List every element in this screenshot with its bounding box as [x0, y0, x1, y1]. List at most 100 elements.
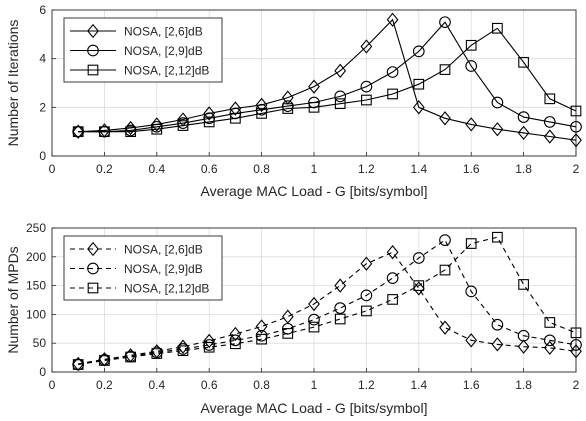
data-point: [308, 313, 320, 326]
data-point: [412, 281, 425, 296]
data-point: [386, 12, 399, 27]
x-tick-label: 1.6: [463, 162, 480, 176]
legend-label: NOSA, [2,6]dB: [124, 25, 203, 39]
x-tick-label: 1.4: [410, 162, 427, 176]
y-tick-label: 4: [39, 52, 46, 66]
series-3: [72, 22, 582, 138]
data-point: [308, 79, 320, 94]
legend-marker: [87, 44, 99, 57]
data-point: [570, 339, 582, 351]
y-tick-label: 0: [39, 365, 46, 379]
data-point: [387, 88, 398, 100]
data-point: [517, 111, 530, 123]
y-tick-label: 100: [26, 307, 46, 321]
data-point: [151, 348, 163, 359]
x-axis-label: Average MAC Load - G [bits/symbol]: [201, 183, 428, 199]
data-point: [203, 341, 215, 353]
x-axis-label: Average MAC Load - G [bits/symbol]: [201, 400, 428, 416]
data-point: [230, 338, 241, 350]
data-point: [544, 317, 556, 328]
y-tick-label: 250: [26, 221, 46, 235]
data-point: [491, 96, 504, 109]
data-point: [308, 321, 320, 333]
data-point: [99, 355, 110, 366]
legend-marker: [87, 64, 99, 76]
x-tick-label: 0.8: [253, 378, 270, 392]
data-point: [412, 100, 425, 115]
data-point: [99, 126, 110, 138]
data-point: [334, 302, 347, 314]
data-point: [125, 126, 136, 138]
data-point: [72, 359, 84, 370]
legend-marker: [87, 282, 99, 294]
data-point: [334, 278, 347, 293]
data-point: [386, 245, 399, 260]
data-point: [151, 123, 163, 135]
x-tick-label: 0: [49, 162, 56, 176]
x-tick-label: 1.8: [515, 162, 532, 176]
data-point: [387, 294, 398, 305]
y-axis-label: Number of MPDs: [5, 246, 21, 353]
data-point: [543, 334, 556, 347]
x-tick-label: 0.4: [148, 162, 165, 176]
legend-label: NOSA, [2,12]dB: [124, 64, 209, 78]
x-tick-label: 2: [573, 378, 580, 392]
data-point: [177, 120, 189, 131]
iterations-chart: 0 0.2 0.4 0.6 0.8 1 1.2 1.4 1.6 1.8 2 0 2 4 6 Average M…: [5, 3, 582, 199]
data-point: [439, 234, 451, 246]
data-point: [492, 22, 503, 34]
legend-label: NOSA, [2,12]dB: [124, 282, 209, 296]
data-point: [203, 106, 216, 121]
data-point: [517, 339, 530, 354]
data-point: [570, 105, 582, 117]
data-point: [543, 129, 556, 144]
data-point: [334, 63, 347, 79]
data-point: [203, 116, 215, 128]
legend-label: NOSA, [2,9]dB: [124, 262, 203, 276]
data-point: [570, 120, 582, 133]
data-point: [439, 320, 451, 335]
x-tick-label: 1.6: [463, 378, 480, 392]
data-point: [282, 328, 294, 339]
x-tick-label: 1.2: [358, 162, 375, 176]
data-point: [465, 39, 477, 51]
x-tick-label: 2: [573, 162, 580, 176]
data-point: [72, 126, 84, 138]
data-point: [255, 319, 268, 334]
y-axis-label: Number of Iterations: [5, 20, 21, 147]
legend: NOSA, [2,6]dB NOSA, [2,9]dB NOSA, [2,12]dB: [63, 235, 223, 301]
data-point: [360, 256, 373, 271]
legend: NOSA, [2,6]dB NOSA, [2,9]dB NOSA, [2,12]dB: [63, 17, 223, 83]
data-point: [203, 333, 216, 349]
data-point: [492, 231, 503, 243]
data-point: [125, 351, 136, 363]
x-tick-label: 1: [311, 378, 318, 392]
y-tick-label: 6: [39, 3, 46, 17]
data-point: [543, 340, 556, 355]
legend-label: NOSA, [2,6]dB: [124, 243, 203, 257]
data-point: [72, 124, 85, 139]
series-3: [72, 231, 582, 370]
data-point: [255, 97, 268, 113]
x-tick-label: 1.8: [515, 378, 532, 392]
y-tick-label: 150: [26, 279, 46, 293]
axes-frame: [51, 9, 577, 157]
data-point: [465, 117, 478, 132]
data-point: [360, 289, 373, 302]
data-point: [465, 60, 478, 72]
x-tick-label: 1.2: [358, 378, 375, 392]
data-point: [543, 116, 556, 128]
data-point: [439, 111, 451, 126]
data-point: [517, 329, 530, 342]
data-point: [412, 45, 425, 58]
data-point: [334, 313, 346, 325]
data-point: [491, 337, 504, 352]
data-point: [413, 78, 425, 90]
data-point: [334, 98, 346, 110]
y-tick-label: 50: [33, 336, 47, 350]
data-point: [439, 16, 451, 29]
data-point: [439, 64, 451, 75]
data-point: [282, 103, 294, 114]
data-point: [491, 122, 504, 137]
x-tick-label: 0.2: [96, 378, 113, 392]
